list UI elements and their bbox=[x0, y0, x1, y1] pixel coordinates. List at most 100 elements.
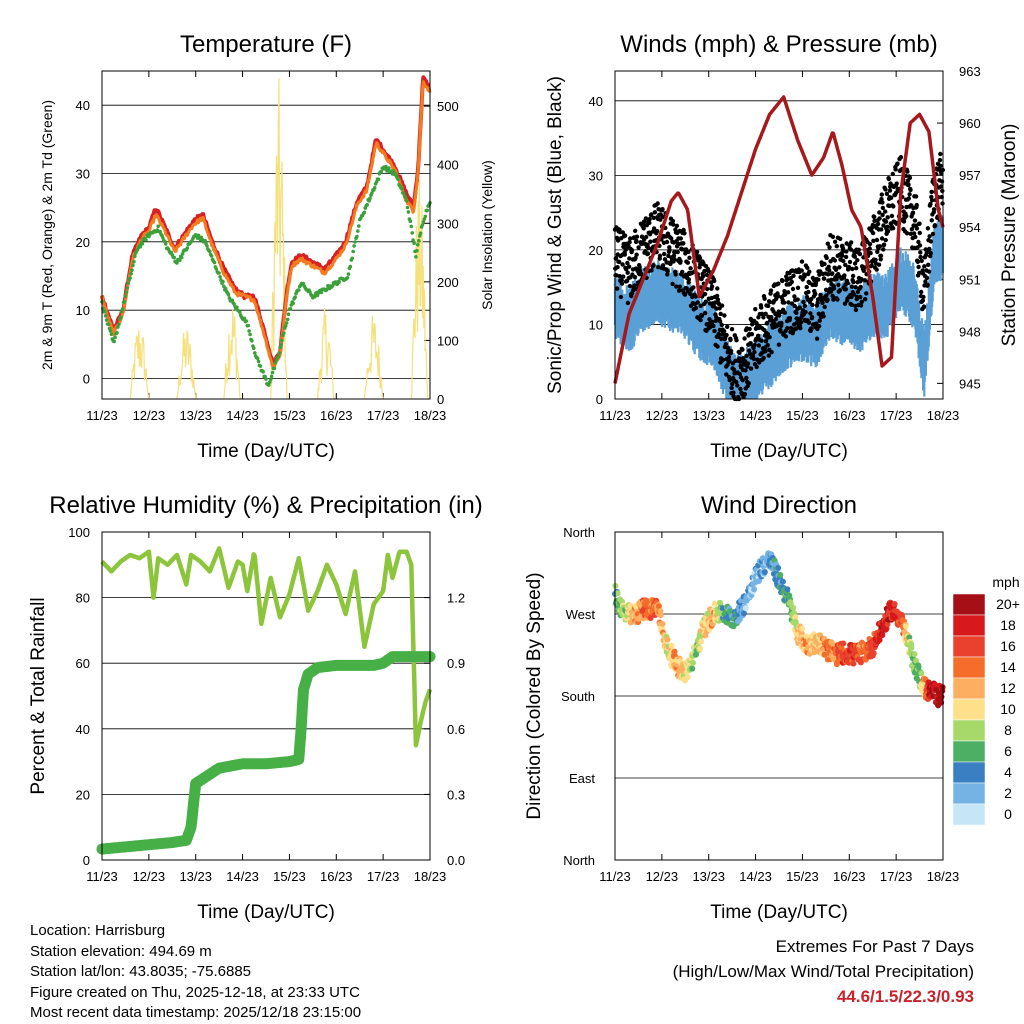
y2-tick-label: 0.3 bbox=[447, 787, 465, 802]
direction-point bbox=[657, 612, 664, 619]
plot-frame bbox=[614, 70, 944, 400]
colorbar-label: 2 bbox=[1004, 785, 1012, 801]
gust-point bbox=[627, 283, 633, 289]
gust-point bbox=[898, 155, 904, 160]
direction-point bbox=[711, 600, 718, 607]
y2-tick-label: 0.6 bbox=[447, 722, 465, 737]
dewpoint-point bbox=[351, 249, 356, 254]
dewpoint-point bbox=[118, 315, 123, 320]
dewpoint-point bbox=[203, 238, 207, 243]
gust-point bbox=[682, 292, 688, 297]
x-tick-label: 17/23 bbox=[367, 869, 400, 884]
gust-point bbox=[722, 313, 727, 318]
gust-point bbox=[737, 359, 743, 364]
gust-point bbox=[837, 265, 842, 270]
gust-point bbox=[822, 261, 827, 267]
gust-point bbox=[627, 256, 632, 261]
gust-point bbox=[787, 316, 793, 321]
gust-point bbox=[649, 212, 654, 217]
gust-point bbox=[744, 375, 749, 381]
gust-point bbox=[879, 192, 884, 197]
direction-point bbox=[671, 648, 678, 655]
gust-point bbox=[842, 301, 848, 306]
dewpoint-point bbox=[144, 238, 148, 242]
x-axis-label: Time (Day/UTC) bbox=[197, 441, 335, 462]
dewpoint-point bbox=[387, 166, 391, 170]
gust-point bbox=[622, 252, 627, 257]
gust-point bbox=[734, 338, 739, 343]
dewpoint-point bbox=[103, 314, 108, 318]
gust-point bbox=[665, 268, 670, 274]
gust-point bbox=[727, 358, 732, 364]
gust-point bbox=[877, 216, 882, 221]
gust-point bbox=[858, 294, 863, 300]
dewpoint-point bbox=[261, 370, 266, 374]
gust-point bbox=[933, 223, 938, 228]
gust-point bbox=[647, 217, 652, 222]
gust-point bbox=[667, 247, 672, 253]
gust-point bbox=[670, 218, 676, 224]
direction-point bbox=[684, 674, 691, 681]
gust-point bbox=[850, 273, 856, 279]
gust-point bbox=[721, 329, 727, 334]
direction-point bbox=[821, 651, 828, 658]
gust-point bbox=[845, 281, 850, 286]
dewpoint-point bbox=[285, 317, 290, 322]
gust-point bbox=[676, 288, 682, 293]
dewpoint-point bbox=[258, 364, 263, 368]
gust-point bbox=[929, 218, 934, 223]
gust-point bbox=[703, 299, 708, 304]
colorbar-label: 18 bbox=[1000, 617, 1016, 633]
gust-point bbox=[773, 317, 778, 322]
gust-point bbox=[849, 240, 854, 245]
gust-point bbox=[826, 264, 831, 269]
insolation-line bbox=[270, 77, 288, 400]
gust-point bbox=[624, 267, 629, 272]
dewpoint-point bbox=[217, 271, 221, 275]
gust-point bbox=[858, 284, 863, 290]
colorbar-label: 4 bbox=[1004, 764, 1012, 780]
dewpoint-point bbox=[279, 343, 283, 347]
gust-point bbox=[798, 319, 804, 325]
gust-point bbox=[637, 265, 642, 270]
gust-point bbox=[825, 297, 830, 302]
gust-point bbox=[703, 310, 708, 316]
gust-point bbox=[925, 226, 931, 231]
gust-point bbox=[918, 254, 923, 260]
gust-point bbox=[915, 259, 920, 264]
gust-point bbox=[759, 311, 765, 316]
gust-point bbox=[917, 243, 923, 248]
gust-point bbox=[827, 245, 832, 250]
y2-tick-label: 200 bbox=[437, 275, 459, 290]
gust-point bbox=[746, 381, 751, 386]
gust-point bbox=[885, 224, 890, 229]
x-axis-label: Time (Day/UTC) bbox=[710, 441, 848, 462]
x-tick-label: 15/23 bbox=[786, 869, 819, 884]
dewpoint-point bbox=[180, 252, 185, 256]
gust-point bbox=[938, 151, 943, 157]
gust-point bbox=[625, 260, 630, 266]
direction-point bbox=[870, 650, 877, 657]
gust-point bbox=[806, 289, 811, 295]
gust-point bbox=[617, 274, 622, 279]
gust-point bbox=[862, 265, 867, 270]
colorbar-swatch bbox=[952, 740, 986, 763]
gust-point bbox=[643, 216, 649, 221]
gust-point bbox=[925, 282, 930, 288]
dewpoint-point bbox=[104, 318, 109, 322]
gust-point bbox=[791, 273, 796, 278]
dewpoint-point bbox=[163, 242, 168, 246]
gust-point bbox=[759, 338, 764, 343]
dewpoint-point bbox=[411, 238, 415, 242]
gust-point bbox=[662, 251, 667, 257]
gust-point bbox=[633, 255, 638, 261]
dewpoint-point bbox=[235, 305, 239, 310]
y2-tick-label: 954 bbox=[959, 220, 981, 235]
series-relative-humidity bbox=[100, 546, 433, 748]
y-axis-label: Direction (Colored By Speed) bbox=[524, 572, 545, 819]
gust-point bbox=[779, 320, 784, 326]
dewpoint-point bbox=[212, 260, 217, 265]
x-tick-label: 12/23 bbox=[133, 869, 166, 884]
dewpoint-point bbox=[284, 321, 289, 325]
gust-point bbox=[712, 328, 717, 334]
